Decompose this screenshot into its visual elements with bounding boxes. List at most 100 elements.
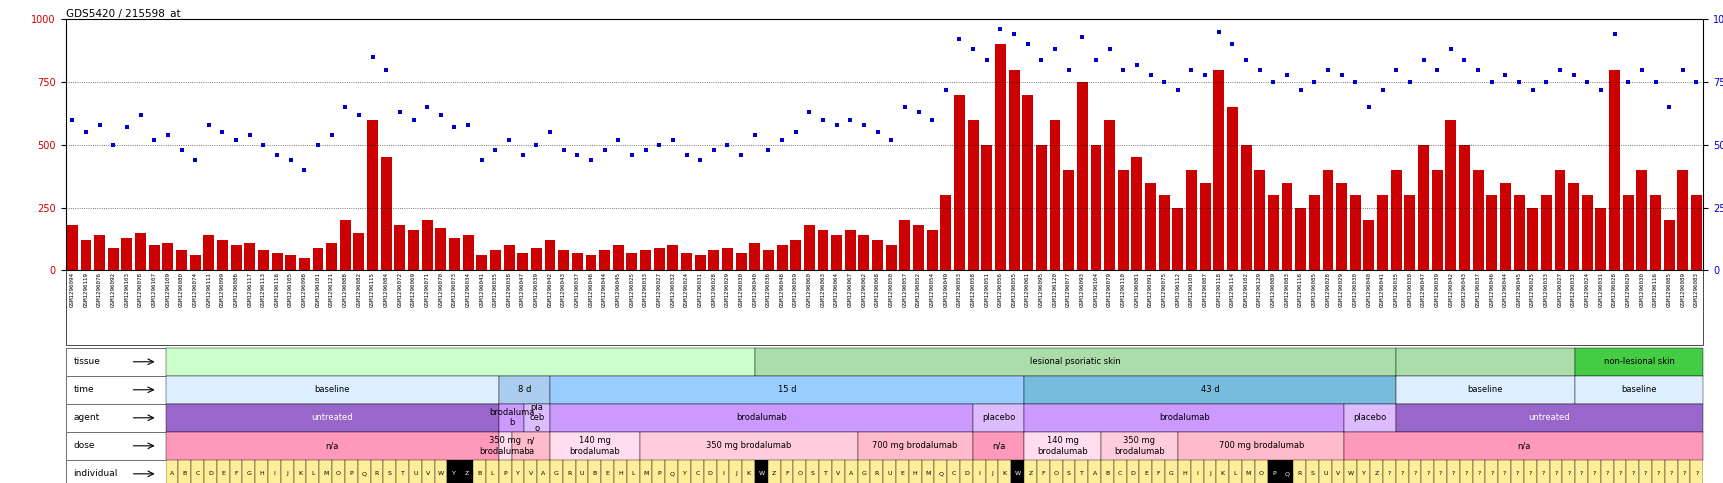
Bar — [370, 460, 383, 483]
Text: GSM1296037: GSM1296037 — [574, 272, 579, 307]
Point — [536, 128, 563, 136]
Bar — [1158, 195, 1168, 270]
Text: P: P — [1272, 471, 1275, 476]
Point — [100, 141, 128, 149]
Bar — [1308, 195, 1320, 270]
Point — [1354, 103, 1382, 111]
Text: T: T — [1079, 471, 1084, 476]
Text: U: U — [1322, 471, 1327, 476]
Text: baseline: baseline — [1621, 385, 1656, 394]
Text: n/
a: n/ a — [526, 436, 534, 455]
Point — [741, 131, 768, 139]
Bar — [844, 460, 856, 483]
Text: ?: ? — [1592, 471, 1595, 476]
Bar — [448, 238, 460, 270]
Bar — [67, 225, 78, 270]
Text: GSM1296052: GSM1296052 — [915, 272, 920, 307]
Point — [1601, 30, 1628, 38]
Bar — [1420, 460, 1434, 483]
Point — [891, 103, 918, 111]
Text: GSM1296058: GSM1296058 — [970, 272, 975, 307]
Text: GSM1296075: GSM1296075 — [1161, 272, 1166, 307]
Bar — [946, 460, 960, 483]
Point — [1096, 45, 1123, 53]
Bar — [1213, 70, 1223, 270]
Point — [114, 124, 141, 131]
Bar — [960, 460, 972, 483]
Text: GSM1296085: GSM1296085 — [1311, 272, 1316, 307]
Bar — [972, 460, 986, 483]
Bar — [217, 460, 229, 483]
Point — [672, 151, 700, 159]
Bar — [243, 460, 255, 483]
Bar — [1113, 460, 1127, 483]
Text: GSM1296105: GSM1296105 — [288, 272, 293, 307]
Point — [250, 141, 277, 149]
Bar — [512, 460, 524, 483]
Point — [1587, 86, 1614, 94]
Text: GSM1296100: GSM1296100 — [1189, 272, 1194, 307]
Bar — [775, 245, 787, 270]
Point — [658, 136, 686, 144]
Text: lesional psoriatic skin: lesional psoriatic skin — [1029, 357, 1120, 366]
Bar — [190, 256, 200, 270]
Text: J: J — [734, 471, 736, 476]
Bar — [1561, 460, 1575, 483]
Bar — [121, 238, 133, 270]
Text: GSM1296063: GSM1296063 — [820, 272, 825, 307]
Text: ?: ? — [1515, 471, 1518, 476]
Bar — [562, 460, 575, 483]
Point — [1163, 86, 1191, 94]
Text: 140 mg
brodalumab: 140 mg brodalumab — [569, 436, 620, 455]
Text: 8 d: 8 d — [517, 385, 531, 394]
Bar — [191, 460, 203, 483]
Bar — [524, 404, 550, 432]
Point — [59, 116, 86, 124]
Point — [591, 146, 619, 154]
Text: Q: Q — [1284, 471, 1289, 476]
Bar — [896, 460, 908, 483]
Point — [372, 66, 400, 73]
Bar — [1540, 195, 1551, 270]
Bar — [899, 220, 910, 270]
Bar — [1651, 460, 1664, 483]
Text: GSM1296101: GSM1296101 — [315, 272, 320, 307]
Text: GSM1296085: GSM1296085 — [1666, 272, 1671, 307]
Text: GSM1296082: GSM1296082 — [357, 272, 362, 307]
Point — [140, 136, 167, 144]
Text: 350 mg
brodalumab: 350 mg brodalumab — [1113, 436, 1165, 455]
Point — [849, 121, 877, 128]
Point — [414, 103, 441, 111]
Text: brodaluma
b: brodaluma b — [489, 408, 534, 427]
Text: agent: agent — [74, 413, 100, 422]
Point — [986, 26, 1013, 33]
Text: W: W — [1347, 471, 1353, 476]
Point — [427, 111, 455, 119]
Bar — [148, 245, 160, 270]
Text: GSM1296095: GSM1296095 — [1039, 272, 1042, 307]
Text: F: F — [784, 471, 789, 476]
Point — [1054, 66, 1082, 73]
Point — [822, 121, 849, 128]
Text: GSM1296091: GSM1296091 — [1148, 272, 1153, 307]
Text: GSM1296025: GSM1296025 — [1530, 272, 1533, 307]
Text: Q: Q — [362, 471, 367, 476]
Bar — [498, 404, 524, 432]
Text: GSM1296044: GSM1296044 — [1502, 272, 1508, 307]
Point — [181, 156, 208, 164]
Bar — [1266, 460, 1280, 483]
Text: GSM1296061: GSM1296061 — [1025, 272, 1030, 307]
Bar — [408, 460, 422, 483]
Text: S: S — [1067, 471, 1070, 476]
Bar — [1390, 170, 1401, 270]
Bar — [1444, 120, 1456, 270]
Bar — [1172, 208, 1182, 270]
Bar — [639, 432, 856, 460]
Text: brodalumab: brodalumab — [736, 413, 786, 422]
Bar — [1087, 460, 1101, 483]
Text: GSM1296121: GSM1296121 — [329, 272, 334, 307]
Bar — [358, 460, 370, 483]
Text: M: M — [1246, 471, 1251, 476]
Point — [400, 116, 427, 124]
Text: GSM1296055: GSM1296055 — [1011, 272, 1017, 307]
